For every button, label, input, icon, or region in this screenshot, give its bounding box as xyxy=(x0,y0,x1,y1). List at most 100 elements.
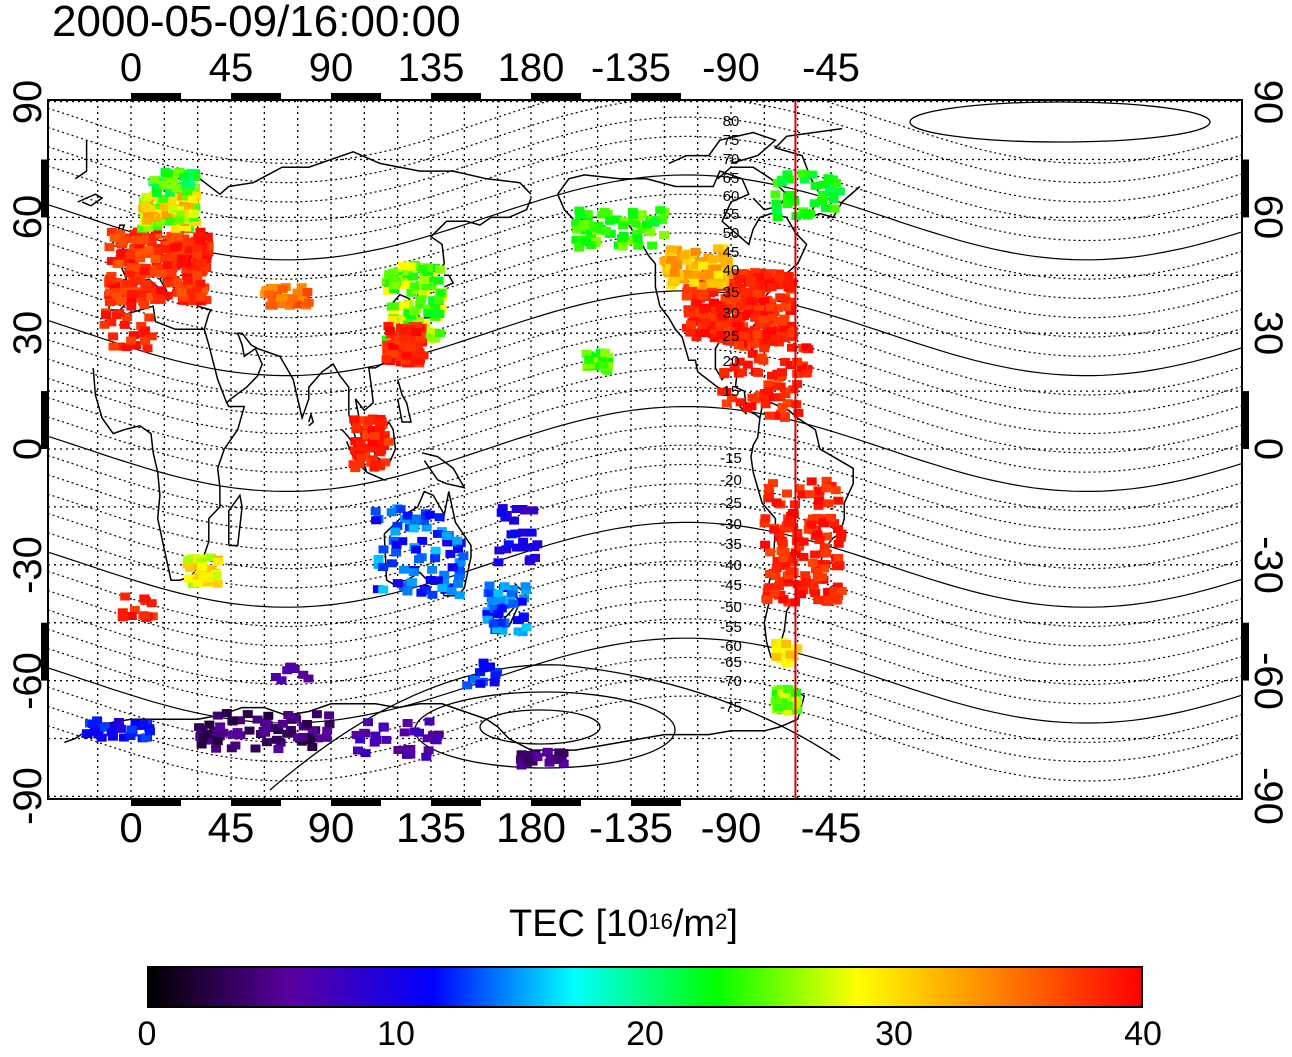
tec-point xyxy=(769,525,780,534)
tec-point xyxy=(356,453,367,462)
tec-point xyxy=(140,202,151,211)
tec-point xyxy=(277,719,288,728)
tec-point xyxy=(744,310,754,318)
tec-point xyxy=(698,261,709,270)
tec-point xyxy=(388,342,399,351)
tec-point xyxy=(584,355,595,364)
tec-point xyxy=(530,553,540,562)
tec-point xyxy=(742,360,753,369)
tec-point xyxy=(781,640,792,648)
longitude-tick-label: 0 xyxy=(119,46,143,90)
tec-point xyxy=(110,281,121,290)
tec-point xyxy=(762,596,773,604)
tec-point xyxy=(812,530,823,539)
tec-point xyxy=(823,499,834,508)
tec-point xyxy=(381,735,392,744)
longitude-tick-label: 0 xyxy=(119,804,143,851)
tec-point xyxy=(408,524,419,533)
tec-point xyxy=(303,674,314,683)
magnetic-contour-south xyxy=(269,664,841,791)
contour-label: 45 xyxy=(723,244,740,261)
tec-point xyxy=(833,539,844,548)
frame-bar xyxy=(41,391,48,449)
tec-point xyxy=(168,205,178,214)
tec-point xyxy=(760,400,771,409)
tec-point xyxy=(772,213,783,222)
tec-point xyxy=(655,206,666,215)
tec-point xyxy=(192,243,203,252)
contour-label: -15 xyxy=(720,450,742,467)
tec-point xyxy=(647,241,658,250)
tec-point xyxy=(784,555,795,564)
tec-point xyxy=(197,286,208,295)
tec-point xyxy=(822,532,832,541)
tec-point xyxy=(721,256,732,265)
tec-point xyxy=(524,557,535,566)
tec-point xyxy=(710,314,721,323)
tec-point xyxy=(829,519,840,528)
tec-point xyxy=(732,319,742,327)
tec-point xyxy=(782,200,793,208)
tec-point xyxy=(429,264,440,272)
tec-point xyxy=(363,718,373,727)
tec-point xyxy=(290,713,301,722)
frame-bar xyxy=(41,159,48,218)
tec-point xyxy=(605,216,616,225)
tec-point xyxy=(789,196,800,205)
tec-point xyxy=(685,328,696,337)
tec-point xyxy=(397,537,408,546)
tec-point xyxy=(204,720,215,729)
tec-point xyxy=(159,202,170,211)
tec-point xyxy=(298,670,309,679)
tec-point xyxy=(545,755,556,764)
tec-point xyxy=(403,267,414,276)
longitude-tick-label: -45 xyxy=(800,804,862,851)
tec-point xyxy=(764,411,775,420)
tec-point xyxy=(374,426,385,435)
tec-point xyxy=(212,737,223,746)
tec-point xyxy=(500,513,511,522)
tec-point xyxy=(351,730,362,739)
tec-point xyxy=(518,537,529,546)
tec-point xyxy=(430,546,441,555)
tec-point xyxy=(370,459,381,468)
tec-point xyxy=(532,753,543,762)
tec-point xyxy=(828,587,839,596)
tec-point xyxy=(130,719,141,728)
tec-point xyxy=(771,652,782,661)
tec-point xyxy=(364,443,375,452)
tec-point xyxy=(738,312,749,321)
tec-point xyxy=(750,313,761,322)
tec-point xyxy=(741,287,752,296)
tec-point xyxy=(212,728,223,737)
tec-point xyxy=(458,552,469,561)
tec-point xyxy=(108,332,119,341)
tec-point xyxy=(149,176,160,185)
latitude-tick-label: 60 xyxy=(1246,195,1290,240)
tec-point xyxy=(367,426,378,435)
tec-point xyxy=(829,204,840,213)
frame-bar xyxy=(331,93,381,100)
tec-point xyxy=(758,315,769,324)
tec-point xyxy=(600,348,611,357)
tec-point xyxy=(439,577,449,586)
tec-point xyxy=(283,711,294,719)
tec-point xyxy=(261,719,272,727)
tec-point xyxy=(391,540,402,549)
tec-point xyxy=(475,668,485,677)
tec-point xyxy=(360,729,371,738)
tec-point xyxy=(737,368,747,377)
tec-point xyxy=(782,489,792,498)
longitude-tick-label: -135 xyxy=(590,46,672,90)
tec-point xyxy=(411,328,422,337)
colorbar-tick-label: 20 xyxy=(626,1015,664,1053)
tec-point xyxy=(390,527,401,536)
tec-point xyxy=(394,336,405,345)
map-frame xyxy=(41,93,1249,806)
longitude-tick-label: 90 xyxy=(307,804,355,851)
tec-point xyxy=(694,256,705,265)
tec-point xyxy=(122,256,133,265)
tec-point xyxy=(439,570,450,579)
tec-point xyxy=(782,170,793,179)
tec-point xyxy=(490,671,501,680)
